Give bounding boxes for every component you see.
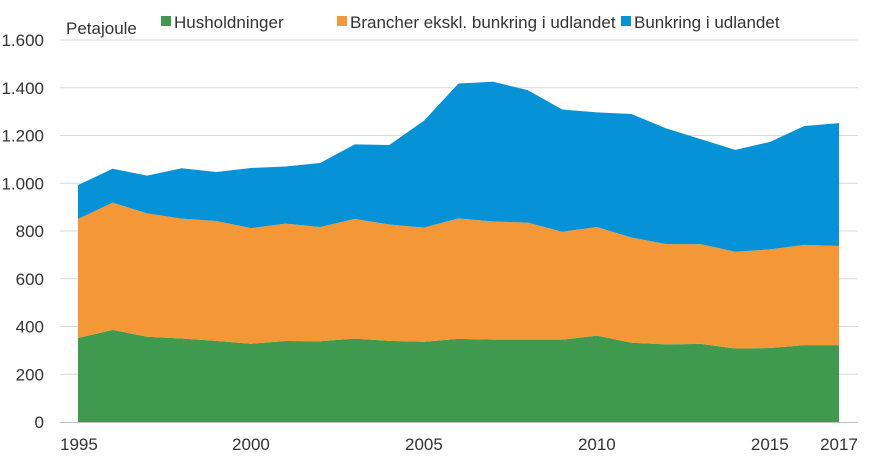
unit-label: Petajoule — [66, 19, 137, 38]
x-tick-label: 2017 — [820, 435, 858, 454]
y-tick-label: 200 — [16, 365, 44, 384]
y-tick-label: 1.600 — [1, 31, 44, 50]
legend-swatch — [161, 16, 171, 26]
y-tick-label: 600 — [16, 270, 44, 289]
area-series — [78, 81, 839, 422]
legend: Husholdninger Brancher ekskl. bunkring i … — [161, 13, 780, 32]
y-axis-ticks: 0 200 400 600 800 1.000 1.200 1.400 1.600 — [1, 31, 44, 432]
x-tick-label: 2000 — [232, 435, 270, 454]
legend-label: Bunkring i udlandet — [634, 13, 780, 32]
legend-label: Brancher ekskl. bunkring i udlandet — [350, 13, 616, 32]
x-tick-label: 1995 — [60, 435, 98, 454]
legend-label: Husholdninger — [174, 13, 284, 32]
y-tick-label: 0 — [35, 413, 44, 432]
x-tick-label: 2010 — [578, 435, 616, 454]
y-tick-label: 1.200 — [1, 127, 44, 146]
area-3 — [78, 81, 839, 252]
y-tick-label: 800 — [16, 222, 44, 241]
area-1 — [78, 329, 839, 422]
y-tick-label: 1.000 — [1, 174, 44, 193]
area-2 — [78, 202, 839, 349]
x-tick-label: 2005 — [405, 435, 443, 454]
x-axis-ticks: 1995 2000 2005 2010 2015 2017 — [60, 435, 858, 454]
x-tick-label: 2015 — [751, 435, 789, 454]
legend-swatch — [337, 16, 347, 26]
y-tick-label: 1.400 — [1, 79, 44, 98]
legend-swatch — [621, 16, 631, 26]
y-tick-label: 400 — [16, 318, 44, 337]
